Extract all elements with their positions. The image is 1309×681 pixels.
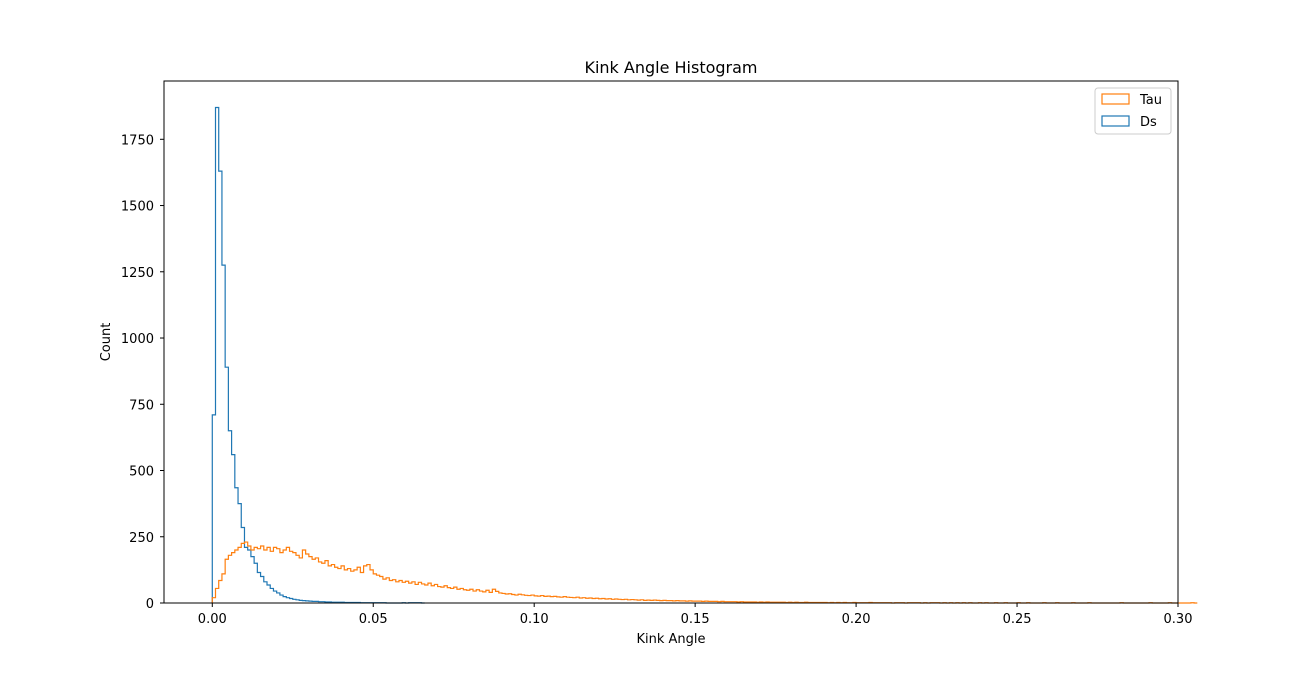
x-axis-label: Kink Angle — [636, 632, 705, 647]
x-tick-label: 0.20 — [842, 612, 871, 627]
legend-label-ds: Ds — [1140, 115, 1157, 130]
legend: Tau Ds — [1094, 87, 1172, 135]
y-tick-label: 750 — [129, 398, 154, 413]
y-tick-label: 1500 — [121, 200, 154, 215]
legend-label-tau: Tau — [1139, 93, 1162, 108]
legend-swatch-tau — [1101, 93, 1130, 105]
y-tick-label: 0 — [146, 597, 154, 612]
y-tick-label: 1250 — [121, 266, 154, 281]
y-tick-label: 250 — [129, 531, 154, 546]
x-tick-label: 0.10 — [520, 612, 549, 627]
legend-box — [1094, 87, 1172, 135]
y-tick-label: 1750 — [121, 133, 154, 148]
x-axis-ticks: 0.00 0.05 0.10 0.15 0.20 0.25 0.30 — [198, 603, 1193, 627]
x-tick-label: 0.15 — [681, 612, 710, 627]
x-tick-label: 0.30 — [1164, 612, 1193, 627]
x-tick-label: 0.00 — [198, 612, 227, 627]
y-axis-label: Count — [99, 323, 114, 362]
x-tick-label: 0.25 — [1003, 612, 1032, 627]
chart-title: Kink Angle Histogram — [584, 58, 757, 77]
y-tick-label: 500 — [129, 465, 154, 480]
x-tick-label: 0.05 — [359, 612, 388, 627]
y-axis-ticks: 0 250 500 750 1000 1250 1500 1750 — [121, 133, 164, 612]
axes-frame — [163, 80, 1179, 604]
legend-swatch-ds — [1101, 115, 1130, 127]
y-tick-label: 1000 — [121, 332, 154, 347]
